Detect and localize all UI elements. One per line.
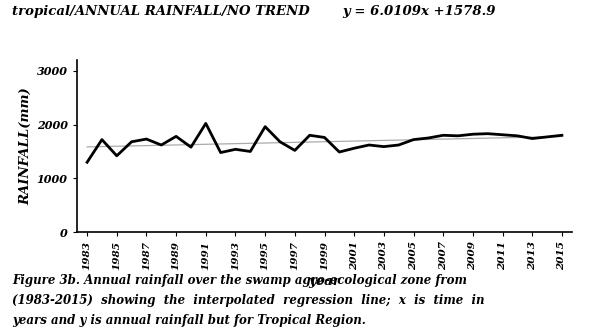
Text: Figure 3b. Annual rainfall over the swamp agro-ecological zone from: Figure 3b. Annual rainfall over the swam… — [12, 274, 467, 287]
Text: y = 6.0109x +1578.9: y = 6.0109x +1578.9 — [342, 5, 496, 18]
Text: years and y is annual rainfall but for Tropical Region.: years and y is annual rainfall but for T… — [12, 314, 366, 327]
Y-axis label: RAINFALL(mm): RAINFALL(mm) — [19, 87, 32, 205]
X-axis label: year: year — [309, 275, 340, 288]
Text: (1983-2015)  showing  the  interpolated  regression  line;  x  is  time  in: (1983-2015) showing the interpolated reg… — [12, 294, 484, 307]
Text: tropical/ANNUAL RAINFALL/NO TREND: tropical/ANNUAL RAINFALL/NO TREND — [12, 5, 310, 18]
